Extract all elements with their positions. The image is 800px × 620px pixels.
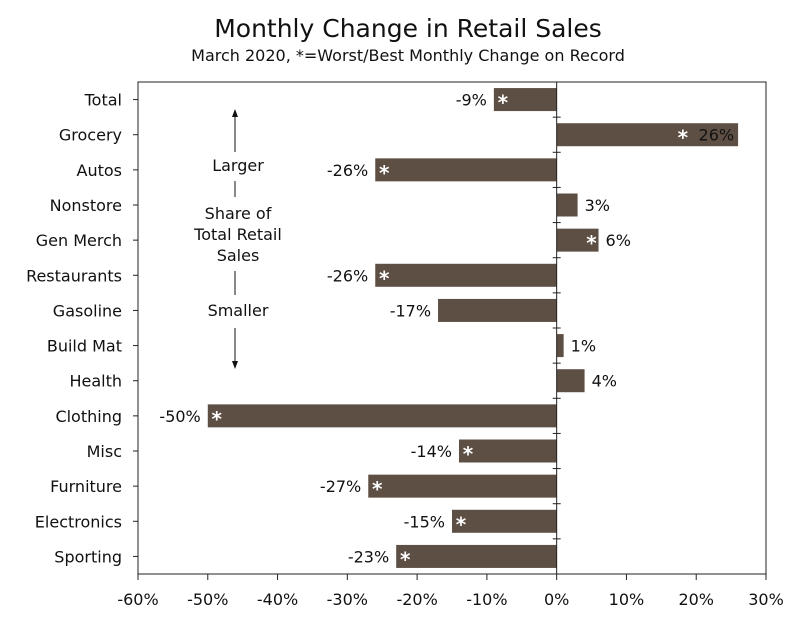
category-label: Restaurants bbox=[26, 266, 122, 285]
x-tick-label: -50% bbox=[187, 590, 228, 609]
x-tick-label: -10% bbox=[466, 590, 507, 609]
category-label: Total bbox=[84, 91, 122, 110]
record-star: * bbox=[379, 161, 390, 185]
record-star: * bbox=[498, 91, 509, 115]
value-label: -17% bbox=[390, 301, 431, 320]
chart-title: Monthly Change in Retail Sales bbox=[214, 14, 602, 43]
value-label: 6% bbox=[606, 231, 631, 250]
category-label: Gasoline bbox=[53, 301, 122, 320]
bar-health bbox=[556, 369, 585, 393]
x-tick-label: -30% bbox=[327, 590, 368, 609]
value-label: 3% bbox=[585, 196, 610, 215]
category-label: Autos bbox=[77, 161, 122, 180]
record-star: * bbox=[379, 266, 390, 290]
anno-share-line3: Sales bbox=[217, 246, 260, 265]
value-label: -27% bbox=[320, 477, 361, 496]
value-label: -9% bbox=[456, 91, 487, 110]
category-label: Build Mat bbox=[47, 337, 122, 356]
bar-clothing bbox=[207, 404, 557, 428]
record-star: * bbox=[678, 126, 689, 150]
share-annotation: Larger Share of Total Retail Sales Small… bbox=[193, 109, 282, 369]
value-label: -15% bbox=[404, 512, 445, 531]
plot-frame bbox=[137, 81, 767, 575]
bar-nonstore bbox=[556, 193, 578, 217]
record-star: * bbox=[586, 231, 597, 255]
value-label: -14% bbox=[411, 442, 452, 461]
bar-misc bbox=[458, 439, 557, 463]
category-label: Misc bbox=[87, 442, 122, 461]
record-star: * bbox=[400, 547, 411, 571]
bar-autos bbox=[375, 158, 557, 182]
bar-build-mat bbox=[556, 334, 564, 358]
category-label: Clothing bbox=[55, 407, 122, 426]
x-tick-label: 20% bbox=[678, 590, 714, 609]
x-tick-label: 0% bbox=[544, 590, 569, 609]
bars-group: -9% *26%*-26% *3%6%*-26% *-17%1%4%-50% *-14%… bbox=[159, 88, 739, 571]
bar-gen-merch bbox=[556, 228, 599, 252]
chart-subtitle: March 2020, *=Worst/Best Monthly Change … bbox=[191, 46, 625, 65]
value-label: -26% bbox=[327, 161, 368, 180]
x-tick-label: -60% bbox=[117, 590, 158, 609]
category-label: Gen Merch bbox=[36, 231, 122, 250]
arrow-up-icon bbox=[232, 109, 238, 117]
record-star: * bbox=[372, 477, 383, 501]
category-label: Grocery bbox=[59, 126, 122, 145]
bar-total bbox=[493, 88, 557, 112]
value-label: 4% bbox=[592, 372, 617, 391]
anno-share-line1: Share of bbox=[205, 204, 272, 223]
record-star: * bbox=[456, 512, 467, 536]
record-star: * bbox=[212, 407, 223, 431]
x-tick-label: 30% bbox=[748, 590, 784, 609]
value-label: -50% bbox=[159, 407, 200, 426]
arrow-down-icon bbox=[232, 361, 238, 369]
anno-share-line2: Total Retail bbox=[193, 225, 282, 244]
bar-sporting bbox=[396, 544, 557, 568]
bar-restaurants bbox=[375, 263, 557, 287]
x-tick-label: -20% bbox=[396, 590, 437, 609]
category-label: Furniture bbox=[50, 477, 122, 496]
value-label: -23% bbox=[348, 547, 389, 566]
anno-smaller: Smaller bbox=[208, 301, 269, 320]
record-star: * bbox=[463, 442, 474, 466]
x-tick-label: 10% bbox=[609, 590, 645, 609]
category-label: Electronics bbox=[35, 512, 122, 531]
anno-larger: Larger bbox=[212, 156, 264, 175]
category-label: Health bbox=[69, 372, 122, 391]
bar-furniture bbox=[368, 474, 557, 498]
x-tick-label: -40% bbox=[257, 590, 298, 609]
category-label: Nonstore bbox=[50, 196, 122, 215]
bar-electronics bbox=[452, 509, 557, 533]
value-label: 26% bbox=[699, 126, 735, 145]
axes-group: Total Grocery Autos Nonstore Gen Merch Restau… bbox=[26, 82, 784, 609]
value-label: 1% bbox=[571, 337, 596, 356]
bar-grocery bbox=[556, 123, 739, 147]
value-label: -26% bbox=[327, 266, 368, 285]
bar-gasoline bbox=[438, 298, 557, 322]
category-label: Sporting bbox=[54, 547, 122, 566]
